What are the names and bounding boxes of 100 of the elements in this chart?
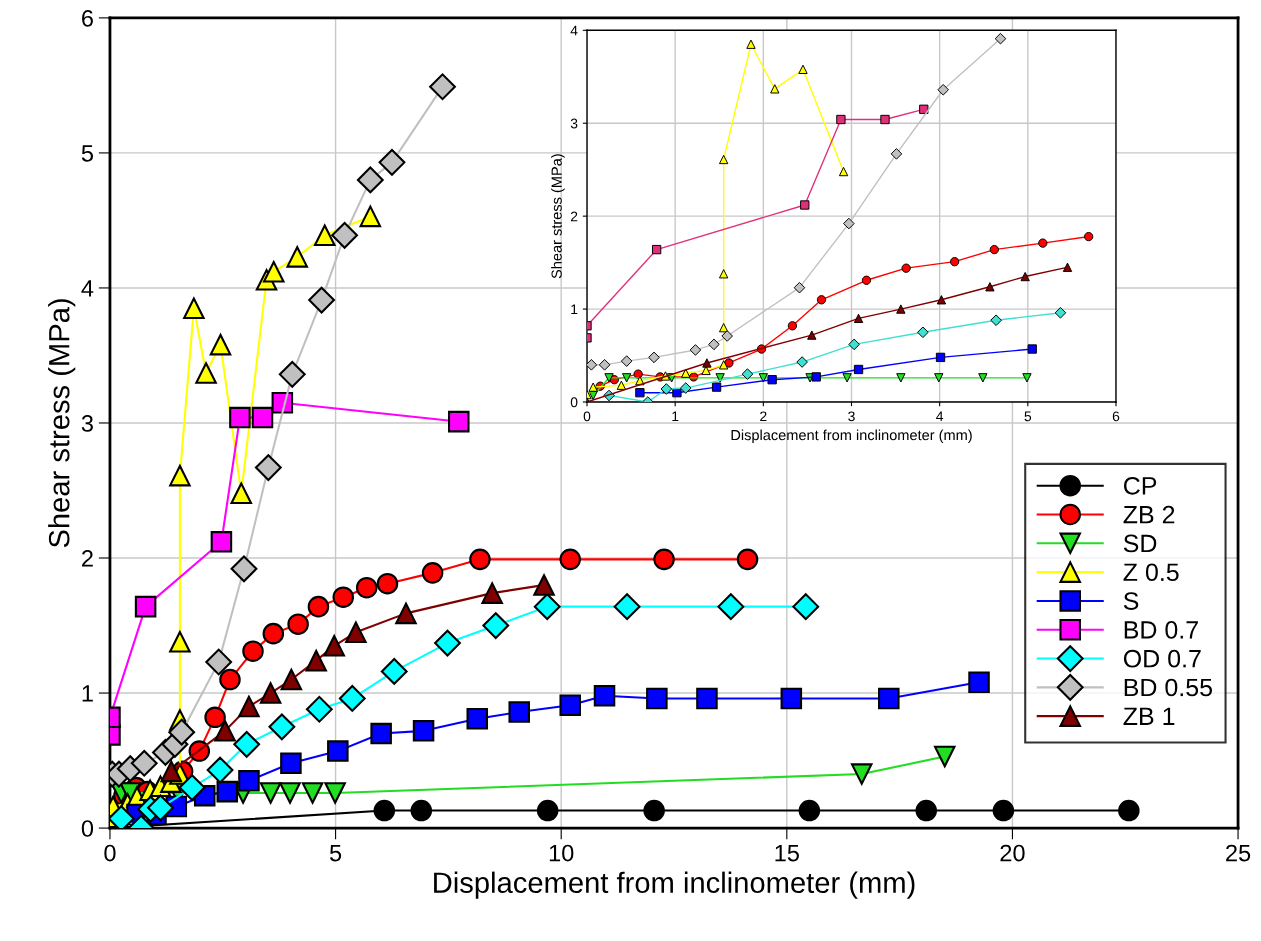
point [593, 684, 616, 707]
point [230, 555, 258, 583]
legend-label: ZB 2 [1123, 505, 1175, 524]
point [643, 799, 665, 822]
point [214, 720, 236, 742]
y-tick-label: 0 [570, 397, 578, 408]
point [238, 770, 260, 792]
point [412, 720, 435, 742]
point [134, 595, 157, 618]
legend-label: OD 0.7 [1123, 649, 1201, 668]
point [280, 668, 303, 691]
point [278, 360, 306, 388]
point [429, 73, 456, 101]
point [324, 782, 346, 804]
point [308, 286, 335, 314]
point [968, 671, 990, 694]
legend-label: BD 0.55 [1124, 678, 1213, 697]
x-tick-label: 0 [583, 411, 591, 422]
point [238, 695, 260, 718]
x-tick-label: 25 [1226, 844, 1251, 862]
x-tick-label: 0 [104, 844, 116, 862]
x-tick-label: 5 [1024, 411, 1032, 422]
point [286, 246, 308, 268]
point [533, 574, 555, 596]
point [373, 799, 396, 822]
point [646, 687, 668, 710]
point [242, 640, 264, 662]
legend-label: ZB 1 [1123, 707, 1175, 725]
point [696, 687, 718, 710]
point [378, 148, 406, 176]
point [301, 782, 324, 804]
y-axis-title: Shear stress (MPa) [551, 154, 565, 279]
point [792, 593, 820, 621]
point [216, 780, 239, 803]
x-tick-label: 1 [672, 411, 679, 422]
x-axis-title: Displacement from inclinometer (mm) [731, 429, 972, 444]
point [130, 749, 158, 777]
point [717, 593, 745, 621]
point [195, 362, 217, 384]
y-tick-label: 2 [82, 550, 93, 567]
point [287, 613, 309, 635]
point [169, 464, 191, 487]
x-tick-label: 10 [549, 844, 574, 862]
point [736, 548, 759, 571]
point [345, 621, 367, 644]
point [168, 718, 196, 746]
point [482, 612, 510, 639]
x-tick-label: 15 [775, 844, 799, 862]
point [183, 297, 205, 319]
point [376, 572, 399, 595]
point [481, 582, 503, 604]
x-tick-label: 6 [1112, 411, 1120, 422]
x-tick-label: 3 [848, 411, 855, 422]
point [210, 531, 233, 553]
point [359, 205, 382, 228]
legend-label: SD [1123, 534, 1157, 553]
point [878, 687, 900, 710]
point [206, 756, 234, 784]
x-tick-label: 2 [760, 411, 767, 422]
y-tick-label: 6 [82, 9, 93, 27]
point [559, 694, 581, 716]
legend-label: S [1123, 592, 1139, 610]
point [356, 166, 384, 194]
point [370, 722, 392, 745]
y-tick-label: 2 [570, 211, 578, 222]
point [533, 593, 561, 621]
point [338, 685, 366, 712]
point [327, 740, 349, 762]
legend-label: BD 0.7 [1124, 621, 1198, 639]
y-tick-label: 1 [82, 685, 93, 702]
point [280, 752, 302, 775]
point [313, 224, 336, 247]
point [268, 713, 296, 741]
point [230, 482, 253, 504]
point [536, 799, 559, 822]
y-axis-title: Shear stress (MPa) [48, 299, 76, 548]
point [307, 595, 330, 618]
point [915, 799, 938, 822]
y-tick-label: 0 [81, 820, 94, 837]
point [469, 548, 491, 571]
point [355, 576, 378, 599]
y-tick-label: 4 [81, 280, 94, 297]
point [653, 548, 675, 571]
point [229, 406, 251, 429]
point [421, 562, 444, 584]
legend-label: Z 0.5 [1123, 563, 1179, 582]
point [332, 586, 355, 608]
point [1118, 799, 1140, 822]
legend-label: CP [1123, 477, 1157, 495]
point [992, 799, 1015, 822]
point [251, 406, 274, 429]
x-tick-label: 4 [936, 411, 944, 422]
point [259, 682, 282, 704]
point [219, 668, 241, 691]
point [169, 630, 191, 653]
point [448, 410, 470, 433]
point [262, 622, 285, 645]
point [380, 658, 408, 685]
point [466, 707, 489, 730]
y-tick-label: 3 [570, 118, 578, 129]
